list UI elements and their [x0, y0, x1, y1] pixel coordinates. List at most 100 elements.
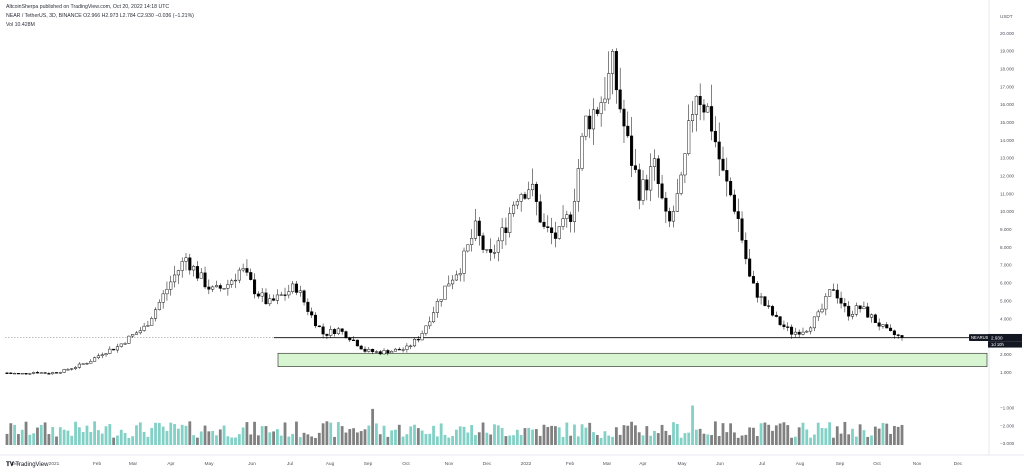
volume-bar — [203, 425, 207, 445]
volume-bar — [97, 430, 100, 445]
candle-body — [462, 250, 466, 274]
candle-body — [805, 330, 809, 333]
volume-bar — [637, 432, 641, 445]
volume-bar — [595, 434, 599, 445]
candle-body — [858, 305, 862, 310]
volume-bar — [218, 429, 222, 445]
candle-body — [717, 141, 721, 160]
candle-body — [595, 109, 599, 114]
candle-body — [839, 297, 843, 304]
volume-bar — [70, 435, 74, 445]
volume-bar — [470, 425, 474, 445]
volume-bar — [816, 422, 820, 445]
x-tick-label: 2022 — [521, 461, 532, 467]
candle-body — [706, 106, 710, 113]
volume-bar — [515, 429, 519, 445]
candle-body — [77, 363, 81, 368]
candle-body — [470, 238, 474, 245]
candle-body — [877, 322, 881, 327]
candle-body — [336, 328, 340, 334]
volume-bar — [687, 432, 691, 445]
volume-bar — [211, 430, 215, 445]
x-tick-label: Mar — [129, 461, 138, 467]
candle-body — [119, 343, 123, 347]
volume-bar — [630, 421, 633, 445]
volume-bar — [725, 432, 729, 445]
candle-body — [675, 193, 679, 212]
volume-bar — [599, 437, 603, 445]
candle-body — [104, 353, 108, 356]
x-tick-label: Feb — [566, 461, 575, 467]
candle-body — [378, 351, 382, 355]
volume-bar — [668, 435, 672, 445]
candle-body — [260, 292, 264, 297]
candle-body — [831, 289, 835, 291]
volume-bar — [847, 434, 851, 445]
volume-bar — [5, 433, 9, 445]
candle-body — [108, 348, 112, 354]
candle-body — [824, 296, 828, 310]
candle-body — [485, 249, 489, 251]
volume-bar — [264, 426, 268, 445]
candle-body — [58, 372, 62, 374]
volume-bar — [569, 435, 573, 445]
candle-body — [28, 373, 32, 375]
candle-body — [291, 283, 295, 292]
candle-body — [142, 325, 146, 331]
candle-body — [9, 372, 13, 374]
candle-body — [264, 292, 268, 305]
volume-bar — [39, 425, 43, 445]
volume-bar — [797, 427, 801, 445]
candle-body — [230, 280, 234, 285]
volume-bar — [241, 427, 245, 445]
symbol-ohlc-line: NEAR / TetherUS, 3D, BINANCE O2.966 H2.9… — [6, 13, 194, 19]
candle-body — [173, 274, 177, 283]
volume-line: Vol 10.428M — [6, 22, 35, 28]
volume-bar — [409, 426, 413, 445]
candle-body — [192, 266, 196, 271]
candle-body — [729, 180, 733, 196]
y-tick-label: −1.000 — [1000, 405, 1015, 410]
x-tick-label: Oct — [402, 461, 410, 467]
candle-body — [283, 294, 287, 296]
candle-body — [424, 325, 428, 334]
volume-bar — [691, 405, 694, 445]
candle-body — [32, 372, 36, 374]
volume-bar — [85, 425, 89, 445]
volume-bar — [394, 429, 397, 445]
volume-bar — [466, 432, 470, 445]
volume-bar — [748, 427, 752, 445]
volume-bar — [729, 423, 733, 445]
candle-body — [447, 283, 451, 287]
candle-body — [348, 337, 352, 341]
volume-bar — [858, 424, 862, 445]
volume-bar — [500, 428, 504, 445]
volume-bar — [123, 433, 127, 445]
volume-bar — [359, 431, 363, 445]
y-tick-label: 7.000 — [1000, 263, 1012, 268]
volume-bar — [336, 422, 340, 445]
volume-bar — [702, 433, 706, 445]
candle-body — [432, 312, 436, 323]
volume-bar — [66, 430, 70, 445]
volume-bar — [683, 433, 687, 445]
volume-bar — [717, 436, 721, 445]
volume-bar — [176, 428, 180, 445]
volume-bar — [51, 427, 55, 445]
candle-body — [275, 294, 279, 301]
x-tick-label: Aug — [796, 461, 805, 467]
candle-body — [16, 372, 20, 375]
volume-bar — [207, 431, 211, 445]
last-price-box — [988, 333, 1022, 342]
y-tick-label: 12.000 — [1000, 174, 1014, 179]
volume-bar — [885, 423, 889, 445]
volume-bar — [405, 434, 409, 445]
volume-bar — [150, 427, 154, 445]
volume-bar — [485, 432, 489, 445]
candle-body — [127, 335, 131, 344]
candle-body — [310, 311, 314, 316]
candle-body — [62, 369, 66, 373]
volume-bar — [870, 435, 873, 445]
candle-body — [862, 306, 866, 310]
candle-body — [645, 179, 649, 191]
